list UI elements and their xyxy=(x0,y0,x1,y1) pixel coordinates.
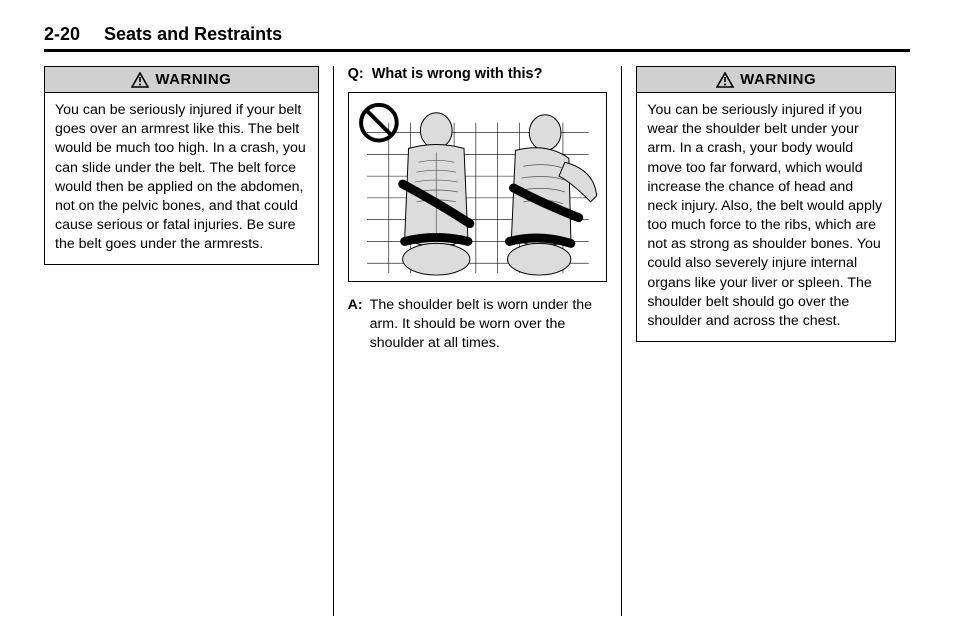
section-title: Seats and Restraints xyxy=(104,24,282,45)
answer-label: A: xyxy=(348,296,370,354)
column-1: WARNING You can be seriously injured if … xyxy=(44,66,333,616)
warning-box-1: WARNING You can be seriously injured if … xyxy=(44,66,319,265)
prohibit-icon xyxy=(361,105,397,141)
warning-box-2: WARNING You can be seriously injured if … xyxy=(636,66,896,342)
warning-label-1: WARNING xyxy=(155,71,231,88)
answer-text: The shoulder belt is worn under the arm.… xyxy=(370,296,608,354)
question-label: Q: xyxy=(348,66,368,82)
seatbelt-illustration xyxy=(349,93,607,281)
warning-header-1: WARNING xyxy=(45,67,318,93)
warning-triangle-icon xyxy=(716,72,734,88)
question-text: What is wrong with this? xyxy=(372,66,543,82)
content-columns: WARNING You can be seriously injured if … xyxy=(44,66,910,616)
page-header: 2-20 Seats and Restraints xyxy=(44,24,910,52)
warning-triangle-icon xyxy=(131,72,149,88)
question-line: Q: What is wrong with this? xyxy=(348,66,608,82)
warning-body-1: You can be seriously injured if your bel… xyxy=(45,93,318,264)
warning-label-2: WARNING xyxy=(740,71,816,88)
answer-line: A: The shoulder belt is worn under the a… xyxy=(348,296,608,354)
page-number: 2-20 xyxy=(44,24,80,45)
column-2: Q: What is wrong with this? xyxy=(333,66,622,616)
warning-header-2: WARNING xyxy=(637,67,895,93)
illustration-box xyxy=(348,92,608,282)
column-3: WARNING You can be seriously injured if … xyxy=(621,66,910,616)
warning-body-2: You can be seriously injured if you wear… xyxy=(637,93,895,341)
